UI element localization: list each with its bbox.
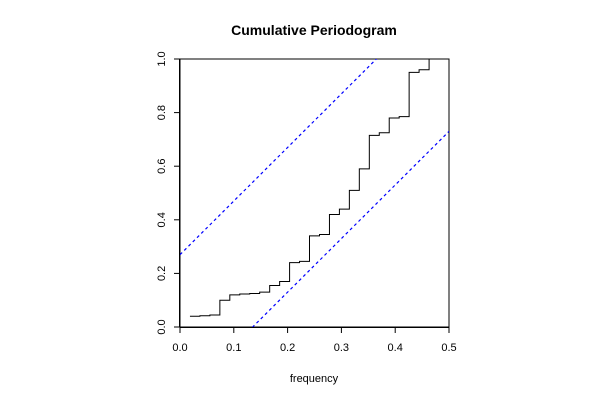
x-axis: 0.0 0.1 0.2 0.3 0.4 0.5 xyxy=(172,327,457,354)
upper-confidence-band xyxy=(180,59,378,256)
x-tick-label: 0.5 xyxy=(441,342,456,354)
x-tick-label: 0.2 xyxy=(280,342,295,354)
y-tick-label: 0.2 xyxy=(156,266,168,281)
y-tick-label: 0.8 xyxy=(156,105,168,120)
lower-confidence-band xyxy=(251,130,449,327)
x-axis-label: frequency xyxy=(290,373,339,385)
chart-title: Cumulative Periodogram xyxy=(231,22,397,38)
x-tick-label: 0.0 xyxy=(172,342,187,354)
y-tick-label: 1.0 xyxy=(156,51,168,66)
y-tick-label: 0.0 xyxy=(156,319,168,334)
x-tick-label: 0.4 xyxy=(388,342,403,354)
y-tick-label: 0.4 xyxy=(156,212,168,227)
y-tick-label: 0.6 xyxy=(156,159,168,174)
y-axis: 0.0 0.2 0.4 0.6 0.8 1.0 xyxy=(156,51,180,335)
x-tick-label: 0.1 xyxy=(226,342,241,354)
x-tick-label: 0.3 xyxy=(334,342,349,354)
cumulative-periodogram-line xyxy=(189,58,449,317)
plot-area xyxy=(179,58,450,328)
